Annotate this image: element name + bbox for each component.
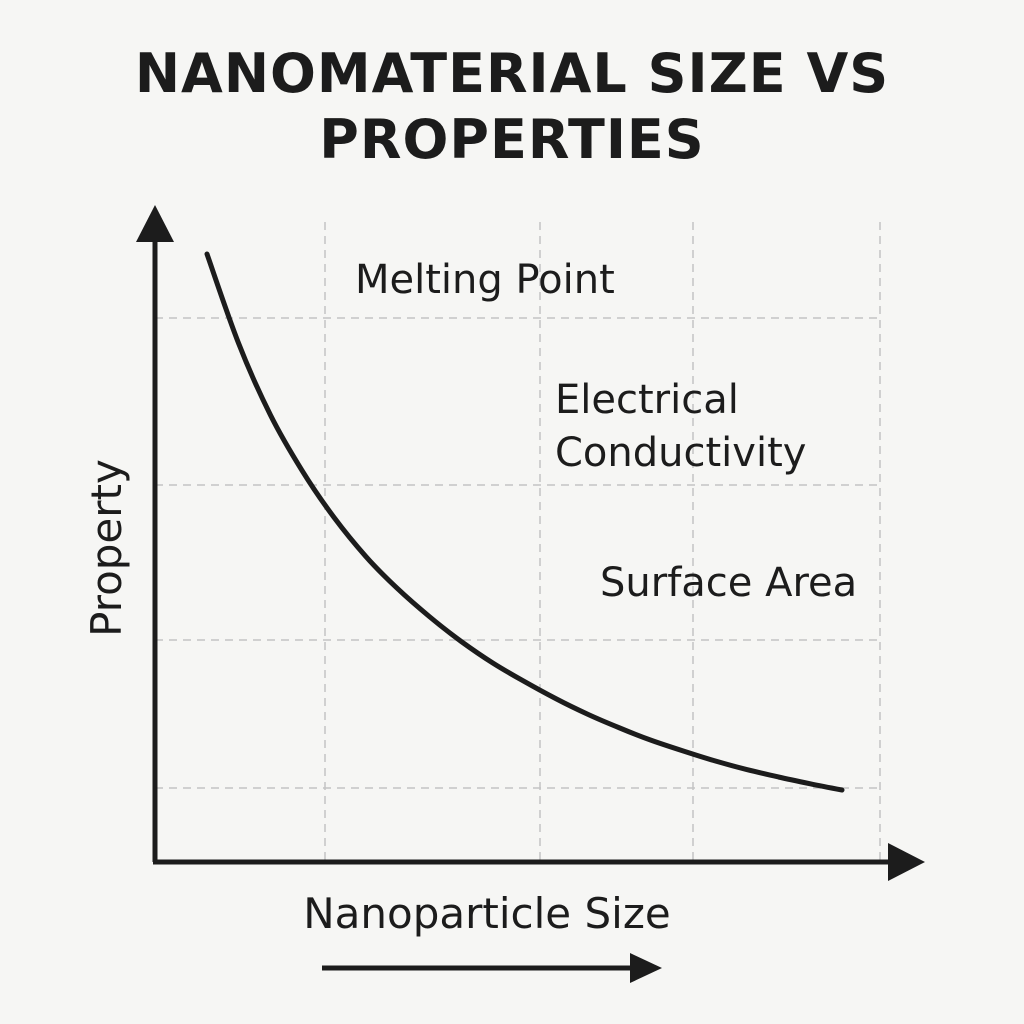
annotation-melting-point: Melting Point — [355, 257, 615, 303]
x-axis-arrowhead — [888, 843, 925, 881]
grid — [155, 222, 881, 860]
x-direction-arrowhead — [630, 953, 662, 983]
y-axis-arrowhead — [136, 205, 174, 242]
chart-title-line-2: PROPERTIES — [319, 108, 704, 171]
annotation-electrical-conductivity-line-1: Electrical — [555, 377, 739, 423]
annotation-electrical-conductivity-line-2: Conductivity — [555, 430, 806, 476]
annotation-surface-area: Surface Area — [600, 560, 857, 606]
x-axis-label: Nanoparticle Size — [303, 889, 670, 938]
series-curve — [204, 251, 845, 793]
y-axis-label: Property — [82, 459, 131, 637]
chart-title-line-1: NANOMATERIAL SIZE VS — [135, 42, 889, 105]
